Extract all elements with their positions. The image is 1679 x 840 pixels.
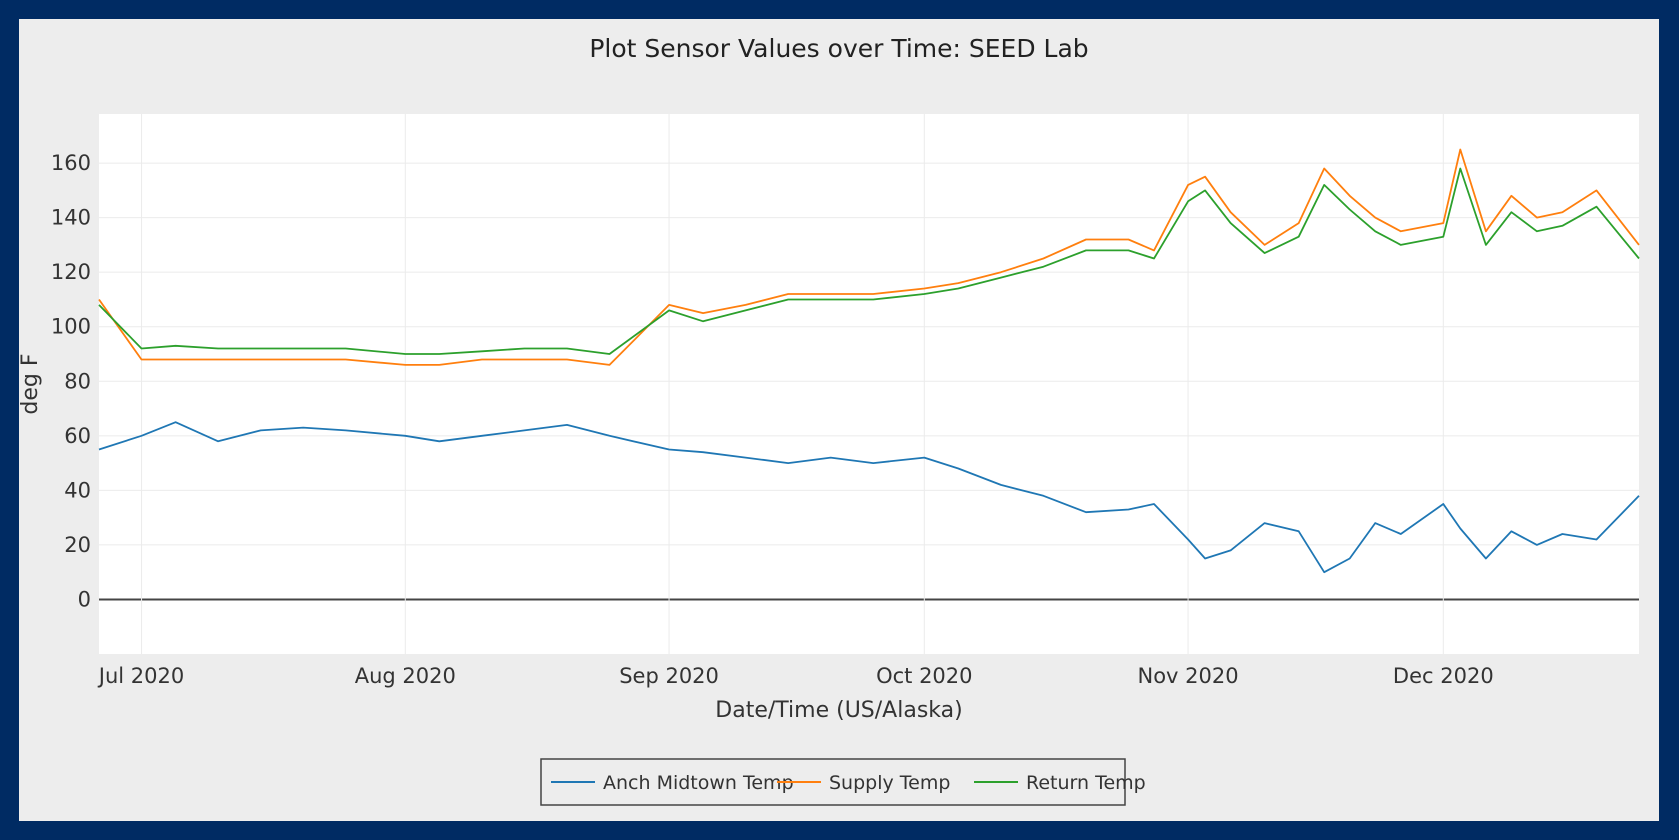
x-axis-title: Date/Time (US/Alaska) — [715, 698, 962, 723]
y-tick-label: 20 — [64, 533, 91, 557]
y-tick-label: 120 — [51, 260, 91, 284]
y-tick-label: 80 — [64, 369, 91, 393]
x-tick-label: Sep 2020 — [619, 664, 719, 688]
y-tick-label: 40 — [64, 478, 91, 502]
series-line-1 — [98, 421, 1640, 574]
y-tick-label: 0 — [78, 587, 91, 611]
series-line-2 — [98, 148, 1640, 366]
series-line-3 — [98, 167, 1640, 355]
x-tick-label: Aug 2020 — [355, 664, 456, 688]
y-tick-label: 60 — [64, 424, 91, 448]
sensor-line-chart: Plot Sensor Values over Time: SEED Lab 0… — [19, 34, 1640, 806]
legend-label-3[interactable]: Return Temp — [1026, 772, 1146, 794]
legend-box — [540, 758, 1126, 806]
legend-label-2[interactable]: Supply Temp — [829, 772, 950, 794]
series-lines — [98, 148, 1640, 574]
chart-title: Plot Sensor Values over Time: SEED Lab — [589, 34, 1088, 63]
y-axis-title: deg F — [19, 353, 43, 414]
y-tick-label: 160 — [51, 151, 91, 175]
plot-area — [99, 114, 1639, 654]
y-tick-label: 100 — [51, 315, 91, 339]
chart-frame: Plot Sensor Values over Time: SEED Lab 0… — [19, 19, 1659, 821]
x-tick-label: Dec 2020 — [1393, 664, 1494, 688]
y-tick-label: 140 — [51, 206, 91, 230]
legend-label-1[interactable]: Anch Midtown Temp — [603, 772, 794, 794]
grid-lines — [99, 114, 1639, 654]
x-tick-label: Nov 2020 — [1138, 664, 1239, 688]
axis-ticks: 0 20 40 60 80 100 120 140 160 Jul 2020 Aug 2020 Sep… — [51, 151, 1494, 688]
x-tick-label: Jul 2020 — [97, 664, 184, 688]
legend[interactable]: Anch Midtown Temp Supply Temp Return Temp — [540, 758, 1146, 806]
x-tick-label: Oct 2020 — [876, 664, 972, 688]
